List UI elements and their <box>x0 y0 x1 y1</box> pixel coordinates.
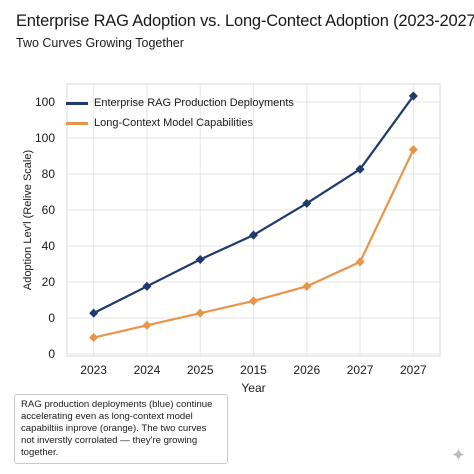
data-point-series-1 <box>89 333 99 343</box>
y-tick-label: 60 <box>42 203 56 217</box>
y-tick-label: 80 <box>42 167 56 181</box>
data-point-series-0 <box>248 230 259 240</box>
legend-swatch-rag <box>66 101 88 105</box>
chart-title: Enterprise RAG Adoption vs. Long-Contect… <box>16 12 474 30</box>
x-tick-label: 2024 <box>134 363 161 377</box>
data-point-series-1 <box>248 296 259 306</box>
chart-subtitle: Two Curves Growing Together <box>16 36 184 50</box>
y-tick-label: 100 <box>35 95 55 109</box>
y-tick-label: 100 <box>35 131 55 145</box>
x-tick-label: 2026 <box>293 363 320 377</box>
x-tick-label: 2015 <box>240 363 267 377</box>
x-tick-label: 2027 <box>400 363 427 377</box>
data-point-series-1 <box>195 308 205 318</box>
data-point-series-0 <box>195 254 205 265</box>
y-axis-title: Adoption Lev'l (Relive Scale) <box>22 150 34 290</box>
x-tick-label: 2027 <box>347 363 374 377</box>
data-point-series-0 <box>142 281 152 291</box>
legend-item-long-context: Long-Context Model Capabilities <box>66 113 294 133</box>
x-axis-title: Year <box>241 381 265 395</box>
data-point-series-0 <box>408 91 418 101</box>
x-tick-label: 2023 <box>80 363 107 377</box>
x-tick-label: 2025 <box>187 363 214 377</box>
data-point-series-0 <box>302 198 312 208</box>
sparkle-icon: ✦ <box>450 445 466 465</box>
annotation-note: RAG production deployments (blue) contin… <box>14 394 228 464</box>
legend-label-rag: Enterprise RAG Production Deployments <box>94 97 294 109</box>
y-tick-label: 40 <box>42 239 56 253</box>
y-tick-label: 20 <box>42 275 56 289</box>
data-point-series-0 <box>89 308 99 318</box>
legend-label-long-context: Long-Context Model Capabilities <box>94 117 253 129</box>
y-tick-label: 0 <box>48 347 55 361</box>
y-tick-label: 0 <box>48 311 55 325</box>
legend-item-rag: Enterprise RAG Production Deployments <box>66 93 294 113</box>
legend: Enterprise RAG Production Deployments Lo… <box>66 93 294 133</box>
data-point-series-1 <box>142 320 152 330</box>
legend-swatch-long-context <box>66 121 88 125</box>
